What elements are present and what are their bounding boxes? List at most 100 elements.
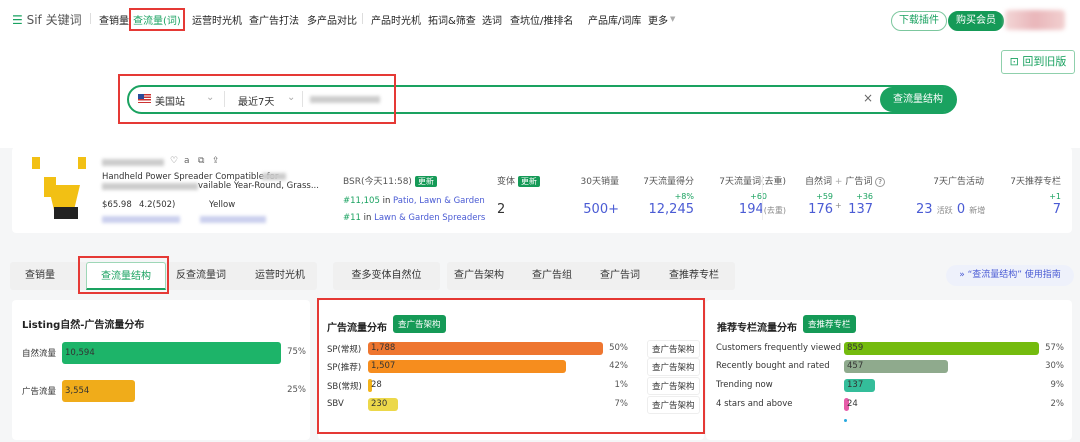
- tab[interactable]: 查多变体自然位: [351, 270, 422, 281]
- ad-delta: +36: [856, 192, 873, 201]
- bar[interactable]: 24: [844, 398, 858, 411]
- user-avatar[interactable]: [1005, 10, 1065, 30]
- category-link[interactable]: Patio, Lawn & Garden: [393, 196, 485, 206]
- buy-membership-button[interactable]: 购买会员: [948, 11, 1004, 31]
- legend-dot: [844, 419, 847, 422]
- product-title[interactable]: Handheld Power Spreader Compatible for: [102, 172, 279, 182]
- bar[interactable]: 3,554: [62, 380, 136, 402]
- bar-label: SBV: [327, 398, 344, 409]
- nav-item[interactable]: 查广告打法: [249, 16, 299, 27]
- menu-icon: ☰: [12, 13, 23, 27]
- bar[interactable]: 1,507: [368, 360, 567, 373]
- product-image[interactable]: [30, 155, 90, 223]
- bar-percent: 50%: [609, 342, 628, 353]
- tab[interactable]: 运营时光机: [255, 270, 305, 281]
- help-icon[interactable]: ?: [875, 177, 885, 187]
- rec-delta: +1: [1049, 192, 1061, 201]
- nav-item[interactable]: 选词: [482, 16, 502, 27]
- old-version-button[interactable]: ⊡ 回到旧版: [1001, 50, 1075, 74]
- view-ad-structure-button[interactable]: 查广告架构: [393, 315, 446, 333]
- nav-item[interactable]: 更多: [648, 16, 668, 27]
- category-link[interactable]: Lawn & Garden Spreaders: [374, 213, 486, 223]
- nav-item[interactable]: 查销量: [99, 16, 129, 27]
- natural-label: 自然词: [805, 177, 833, 187]
- bar[interactable]: 28: [368, 379, 382, 392]
- download-plugin-button[interactable]: 下载插件: [891, 11, 947, 31]
- panel-title: 广告流量分布: [327, 323, 387, 334]
- bar-percent: 42%: [609, 360, 628, 371]
- search-button[interactable]: 查流量结构: [880, 87, 956, 112]
- tab[interactable]: 查广告词: [600, 270, 640, 281]
- nav-item[interactable]: 产品库/词库: [588, 16, 642, 27]
- bar-label: 广告流量: [22, 387, 57, 397]
- rec-value[interactable]: 7: [1052, 202, 1061, 217]
- score-value[interactable]: 12,245: [648, 202, 695, 217]
- chevron-down-icon[interactable]: ⌄: [287, 92, 296, 103]
- bsr-rank-1: #11,105 in Patio, Lawn & Garden: [343, 196, 485, 206]
- highlight-box: [317, 298, 705, 434]
- bar-percent: 7%: [614, 398, 629, 409]
- highlight-box: [118, 74, 396, 124]
- product-title-2[interactable]: vailable Year-Round, Grass...: [198, 181, 319, 191]
- bar[interactable]: 1,788: [368, 342, 603, 355]
- nav-item[interactable]: 拓词&筛查: [428, 16, 476, 27]
- variants-label: 变体: [497, 177, 516, 187]
- update-button[interactable]: 更新: [517, 176, 540, 187]
- bar[interactable]: 230: [368, 398, 399, 411]
- caret-down-icon[interactable]: ▼: [670, 15, 676, 23]
- bar[interactable]: 10,594: [62, 342, 281, 364]
- share-icon[interactable]: ⇪: [212, 156, 220, 166]
- view-ad-structure-link[interactable]: 查广告架构: [647, 396, 700, 414]
- words-value[interactable]: 194: [738, 202, 764, 217]
- tab[interactable]: 查广告架构: [454, 270, 504, 281]
- bar-label: SP(推荐): [327, 362, 362, 373]
- variants-value: 2: [497, 202, 506, 217]
- us-flag-icon: [138, 94, 151, 103]
- bar[interactable]: 457: [844, 360, 948, 373]
- ad-value[interactable]: 137: [848, 202, 873, 217]
- chevron-down-icon: »: [959, 270, 965, 280]
- natural-value[interactable]: 176: [808, 202, 833, 217]
- natural-delta: +59: [816, 192, 833, 201]
- tab[interactable]: 查广告组: [532, 270, 572, 281]
- sales-value: 500+: [583, 202, 619, 217]
- chevron-down-icon[interactable]: ⌄: [206, 92, 215, 103]
- nav-item[interactable]: 运营时光机: [192, 16, 242, 27]
- tab[interactable]: 查流量结构: [86, 262, 166, 290]
- nav-item[interactable]: 多产品对比: [307, 16, 357, 27]
- nav-item[interactable]: 产品时光机: [371, 16, 421, 27]
- tab[interactable]: 查销量: [25, 270, 55, 281]
- bar-percent: 1%: [614, 379, 629, 390]
- ad-activity-label: 7天广告活动: [933, 177, 984, 187]
- view-rec-button[interactable]: 查推荐专栏: [803, 315, 856, 333]
- view-ad-structure-link[interactable]: 查广告架构: [647, 340, 700, 358]
- ad-active-value[interactable]: 23: [916, 202, 933, 217]
- usage-guide-link[interactable]: » “查流量结构” 使用指南: [946, 265, 1074, 286]
- site-select[interactable]: 美国站: [155, 97, 185, 108]
- view-ad-structure-link[interactable]: 查广告架构: [647, 358, 700, 376]
- nav-item[interactable]: 查流量(词): [129, 8, 185, 31]
- screen-icon: ⊡: [1009, 55, 1019, 68]
- bar[interactable]: 137: [844, 379, 876, 392]
- view-ad-structure-link[interactable]: 查广告架构: [647, 377, 700, 395]
- search-input[interactable]: [310, 96, 380, 103]
- ad-new-value[interactable]: 0: [956, 202, 966, 217]
- bar-label: SB(常规): [327, 381, 362, 392]
- clear-icon[interactable]: ×: [863, 91, 874, 105]
- bar[interactable]: 859: [844, 342, 1039, 355]
- logo[interactable]: ☰ Sif 关键词: [12, 11, 82, 28]
- price: $65.98: [102, 200, 132, 210]
- nav-item[interactable]: 查坑位/推排名: [510, 16, 574, 27]
- tab[interactable]: 反查流量词: [176, 270, 226, 281]
- bsr-label: BSR(今天11:58): [343, 177, 412, 187]
- favorite-icon[interactable]: ♡: [170, 156, 179, 166]
- copy-icon[interactable]: ⧉: [198, 156, 205, 166]
- score-label: 7天流量得分: [643, 177, 694, 187]
- bar-label: SP(常规): [327, 344, 362, 355]
- tab[interactable]: 查推荐专栏: [669, 270, 719, 281]
- amazon-icon[interactable]: a: [184, 156, 190, 166]
- ad-label: 广告词: [845, 177, 873, 187]
- bar-label: Recently bought and rated: [716, 360, 830, 371]
- date-range-select[interactable]: 最近7天: [238, 97, 275, 108]
- update-button[interactable]: 更新: [414, 176, 437, 187]
